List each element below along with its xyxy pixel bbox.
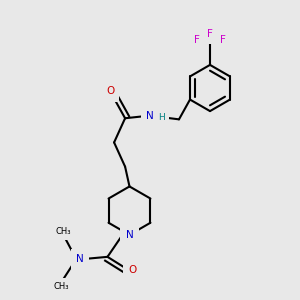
Text: O: O <box>128 265 136 275</box>
Text: N: N <box>126 230 134 240</box>
Text: O: O <box>106 86 114 96</box>
Text: F: F <box>194 35 200 45</box>
Text: CH₃: CH₃ <box>56 227 71 236</box>
Text: F: F <box>220 35 226 45</box>
Text: CH₃: CH₃ <box>54 282 69 291</box>
Text: H: H <box>158 112 165 122</box>
Text: N: N <box>146 111 154 121</box>
Text: N: N <box>76 254 84 264</box>
Text: F: F <box>207 29 213 39</box>
